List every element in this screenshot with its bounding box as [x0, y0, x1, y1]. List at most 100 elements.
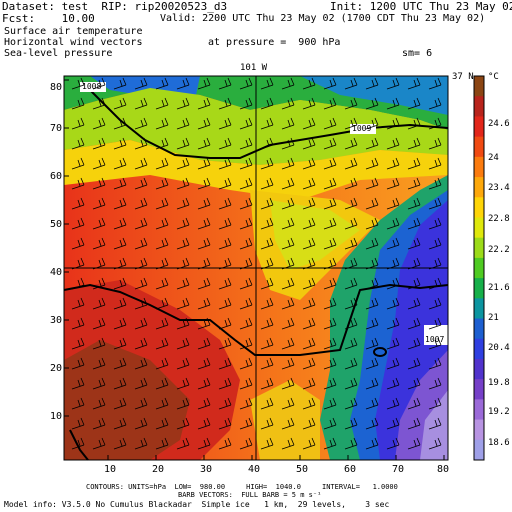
- wind-barb: [302, 77, 316, 90]
- wind-barb: [155, 437, 169, 450]
- wind-barb: [344, 177, 358, 190]
- wind-barb: [92, 397, 106, 410]
- wind-barb: [365, 77, 379, 90]
- wind-barb: [386, 77, 400, 90]
- wind-barb: [155, 117, 169, 130]
- wind-barb: [386, 397, 400, 410]
- colorbar: [474, 76, 484, 461]
- colorbar-segment: [474, 116, 484, 138]
- wind-barb: [281, 217, 295, 230]
- colorbar-segment: [474, 379, 484, 400]
- wind-barb: [71, 377, 85, 390]
- wind-barb: [302, 277, 316, 290]
- wind-barb: [239, 257, 253, 270]
- wind-barb: [281, 357, 295, 370]
- wind-barb: [365, 157, 379, 170]
- wind-barb: [407, 397, 421, 410]
- wind-barb: [176, 277, 190, 290]
- wind-barb: [260, 177, 274, 190]
- colorbar-segment: [474, 237, 484, 259]
- wind-barb: [302, 197, 316, 210]
- wind-barb: [113, 377, 127, 390]
- wind-barb: [197, 237, 211, 250]
- y-tick-label: 80: [50, 82, 63, 93]
- wind-barb: [134, 197, 148, 210]
- wind-barb: [92, 237, 106, 250]
- wind-barb: [260, 417, 274, 430]
- wind-barb: [197, 397, 211, 410]
- wind-barb: [71, 217, 85, 230]
- wind-barb: [344, 77, 358, 90]
- wind-barb: [239, 357, 253, 370]
- wind-barb: [92, 77, 106, 90]
- wind-barb: [71, 97, 85, 110]
- wind-barb: [281, 137, 295, 150]
- wind-barb: [407, 437, 421, 450]
- wind-barb: [281, 97, 295, 110]
- wind-barb: [239, 157, 253, 170]
- wind-barb: [344, 397, 358, 410]
- wind-barb: [218, 357, 232, 370]
- wind-barb: [176, 377, 190, 390]
- wind-barb: [155, 197, 169, 210]
- wind-barb: [113, 117, 127, 130]
- wind-barb: [176, 437, 190, 450]
- wind-barb: [428, 297, 442, 310]
- wind-barb: [323, 217, 337, 230]
- wind-barb: [71, 197, 85, 210]
- wind-barb: [155, 77, 169, 90]
- wind-barb: [134, 137, 148, 150]
- wind-barb: [428, 97, 442, 110]
- wind-barb: [113, 397, 127, 410]
- wind-barb: [302, 417, 316, 430]
- wind-barb: [407, 417, 421, 430]
- wind-barb: [281, 417, 295, 430]
- wind-barb: [197, 417, 211, 430]
- wind-barb: [239, 317, 253, 330]
- y-tick-label: 50: [50, 219, 63, 230]
- wind-barb: [218, 117, 232, 130]
- wind-barb: [302, 97, 316, 110]
- wind-barb: [302, 357, 316, 370]
- colorbar-segment: [474, 156, 484, 178]
- wind-barb: [281, 437, 295, 450]
- wind-barb: [365, 277, 379, 290]
- wind-barb: [134, 157, 148, 170]
- plot-frame: [63, 75, 449, 461]
- contour-label-box-2: [350, 124, 376, 134]
- wind-barb: [218, 97, 232, 110]
- wind-barb: [260, 357, 274, 370]
- colorbar-segment: [474, 257, 484, 279]
- wind-barb: [155, 357, 169, 370]
- colorbar-segment: [474, 217, 484, 239]
- wind-barb: [260, 337, 274, 350]
- wind-barb: [113, 237, 127, 250]
- wind-barb: [239, 377, 253, 390]
- wind-barb: [428, 217, 442, 230]
- x-tick-label: 10: [104, 464, 117, 475]
- wind-barb: [323, 117, 337, 130]
- wind-barb: [155, 217, 169, 230]
- wind-barb: [323, 257, 337, 270]
- wind-barb: [134, 317, 148, 330]
- wind-barb: [92, 377, 106, 390]
- wind-barb: [365, 317, 379, 330]
- x-tick-label: 80: [437, 464, 450, 475]
- wind-barb: [92, 177, 106, 190]
- wind-barb: [92, 117, 106, 130]
- init-label: Init: 1200 UTC Thu 23 May 02: [330, 0, 512, 13]
- wind-barb: [386, 437, 400, 450]
- wind-barb: [260, 297, 274, 310]
- colorbar-segment: [474, 439, 484, 461]
- wind-barb: [302, 297, 316, 310]
- wind-barb: [134, 357, 148, 370]
- wind-barb: [407, 377, 421, 390]
- wind-barb: [134, 217, 148, 230]
- wind-barb: [386, 417, 400, 430]
- field-label-1: Surface air temperature: [4, 26, 143, 37]
- wind-barb: [323, 77, 337, 90]
- wind-barb: [407, 357, 421, 370]
- wind-barb: [428, 117, 442, 130]
- wind-barb: [302, 377, 316, 390]
- wind-barb: [92, 217, 106, 230]
